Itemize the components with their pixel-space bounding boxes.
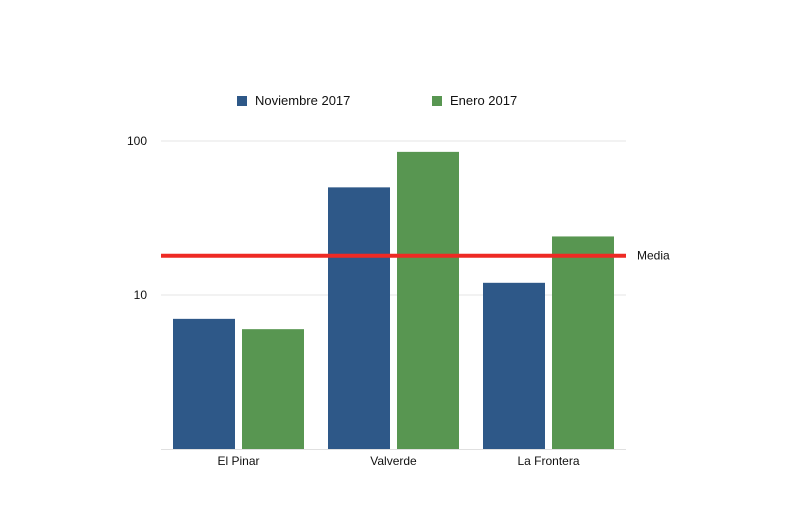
legend: Noviembre 2017 Enero 2017 xyxy=(0,93,810,111)
x-tick-label-valverde: Valverde xyxy=(370,454,417,468)
y-tick-label-100: 100 xyxy=(127,134,147,148)
bar-el-pinar-enero xyxy=(242,329,304,449)
media-label: Media xyxy=(637,249,670,263)
y-tick-label-10: 10 xyxy=(134,288,148,302)
bar-valverde-enero xyxy=(397,151,459,449)
bar-la-frontera-enero xyxy=(552,236,614,449)
legend-item-noviembre: Noviembre 2017 xyxy=(237,93,350,108)
legend-label-enero: Enero 2017 xyxy=(450,93,518,108)
x-tick-label-la-frontera: La Frontera xyxy=(517,454,579,468)
legend-item-enero: Enero 2017 xyxy=(432,93,517,108)
bar-la-frontera-noviembre xyxy=(483,282,545,449)
x-tick-label-el-pinar: El Pinar xyxy=(217,454,259,468)
bar-el-pinar-noviembre xyxy=(173,318,235,449)
bar-valverde-noviembre xyxy=(328,187,390,449)
legend-swatch-noviembre xyxy=(237,95,247,106)
legend-label-noviembre: Noviembre 2017 xyxy=(255,93,351,108)
legend-swatch-enero xyxy=(432,95,442,106)
